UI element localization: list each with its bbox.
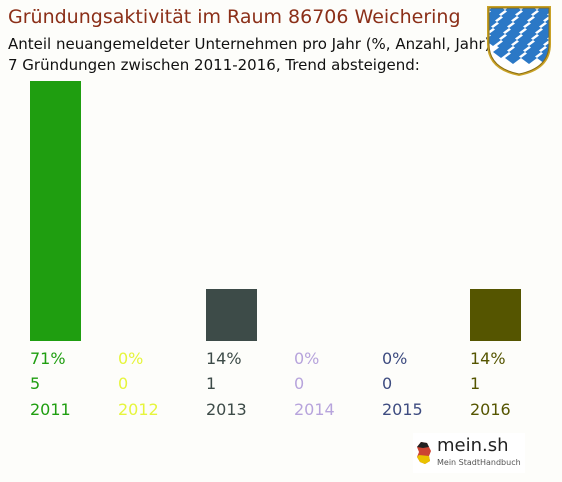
bavaria-shield-icon	[487, 6, 551, 76]
count-label-2012: 0	[118, 374, 128, 393]
bar-2016	[470, 289, 521, 341]
year-label-2016: 2016	[470, 400, 511, 419]
bar-2011	[30, 81, 81, 341]
percent-label-2016: 14%	[470, 349, 506, 368]
year-label-2015: 2015	[382, 400, 423, 419]
bar-2013	[206, 289, 257, 341]
logo-tagline: Mein StadtHandbuch	[437, 458, 521, 467]
year-label-2011: 2011	[30, 400, 71, 419]
count-label-2011: 5	[30, 374, 40, 393]
germany-map-icon	[417, 442, 431, 464]
chart-subtitle-line2: 7 Gründungen zwischen 2011-2016, Trend a…	[8, 56, 420, 74]
percent-label-2013: 14%	[206, 349, 242, 368]
percent-label-2012: 0%	[118, 349, 143, 368]
year-label-2012: 2012	[118, 400, 159, 419]
year-label-2014: 2014	[294, 400, 335, 419]
logo-brand: mein.sh	[437, 435, 509, 456]
percent-label-2011: 71%	[30, 349, 66, 368]
count-label-2016: 1	[470, 374, 480, 393]
count-label-2013: 1	[206, 374, 216, 393]
count-label-2014: 0	[294, 374, 304, 393]
percent-label-2015: 0%	[382, 349, 407, 368]
percent-label-2014: 0%	[294, 349, 319, 368]
mein-sh-logo[interactable]: mein.sh Mein StadtHandbuch	[413, 433, 525, 473]
chart-subtitle-line1: Anteil neuangemeldeter Unternehmen pro J…	[8, 35, 491, 53]
year-label-2013: 2013	[206, 400, 247, 419]
chart-title: Gründungsaktivität im Raum 86706 Weicher…	[8, 6, 461, 28]
count-label-2015: 0	[382, 374, 392, 393]
